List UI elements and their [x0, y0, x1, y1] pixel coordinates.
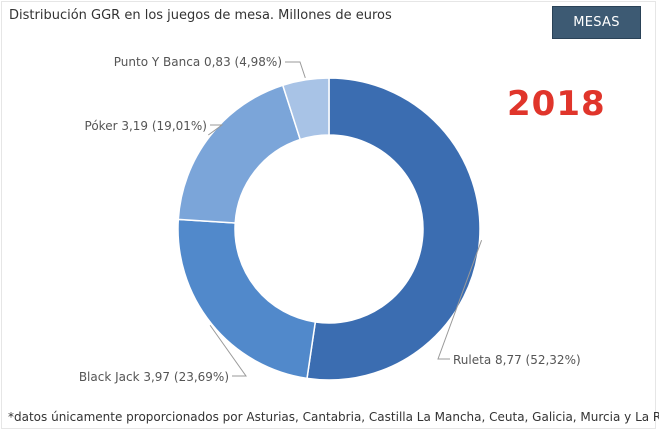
slice-póker[interactable] [177, 84, 302, 224]
leader-line-ruleta [437, 240, 483, 360]
data-label-póker: Póker 3,19 (19,01%) [85, 119, 207, 133]
data-label-punto-y-banca: Punto Y Banca 0,83 (4,98%) [114, 55, 282, 69]
leader-line-punto-y-banca [285, 61, 306, 79]
leader-line-póker [207, 124, 224, 136]
data-label-ruleta: Ruleta 8,77 (52,32%) [453, 353, 581, 367]
slice-ruleta[interactable] [306, 77, 481, 381]
slice-punto-y-banca[interactable] [281, 77, 330, 141]
mesas-button[interactable]: MESAS [552, 6, 641, 39]
data-label-black-jack: Black Jack 3,97 (23,69%) [79, 370, 229, 384]
leader-line-black-jack [209, 324, 247, 377]
chart-title: Distribución GGR en los juegos de mesa. … [9, 8, 392, 23]
year-label: 2018 [507, 84, 606, 124]
slice-black-jack[interactable] [177, 218, 317, 380]
footnote: *datos únicamente proporcionados por Ast… [8, 410, 659, 424]
